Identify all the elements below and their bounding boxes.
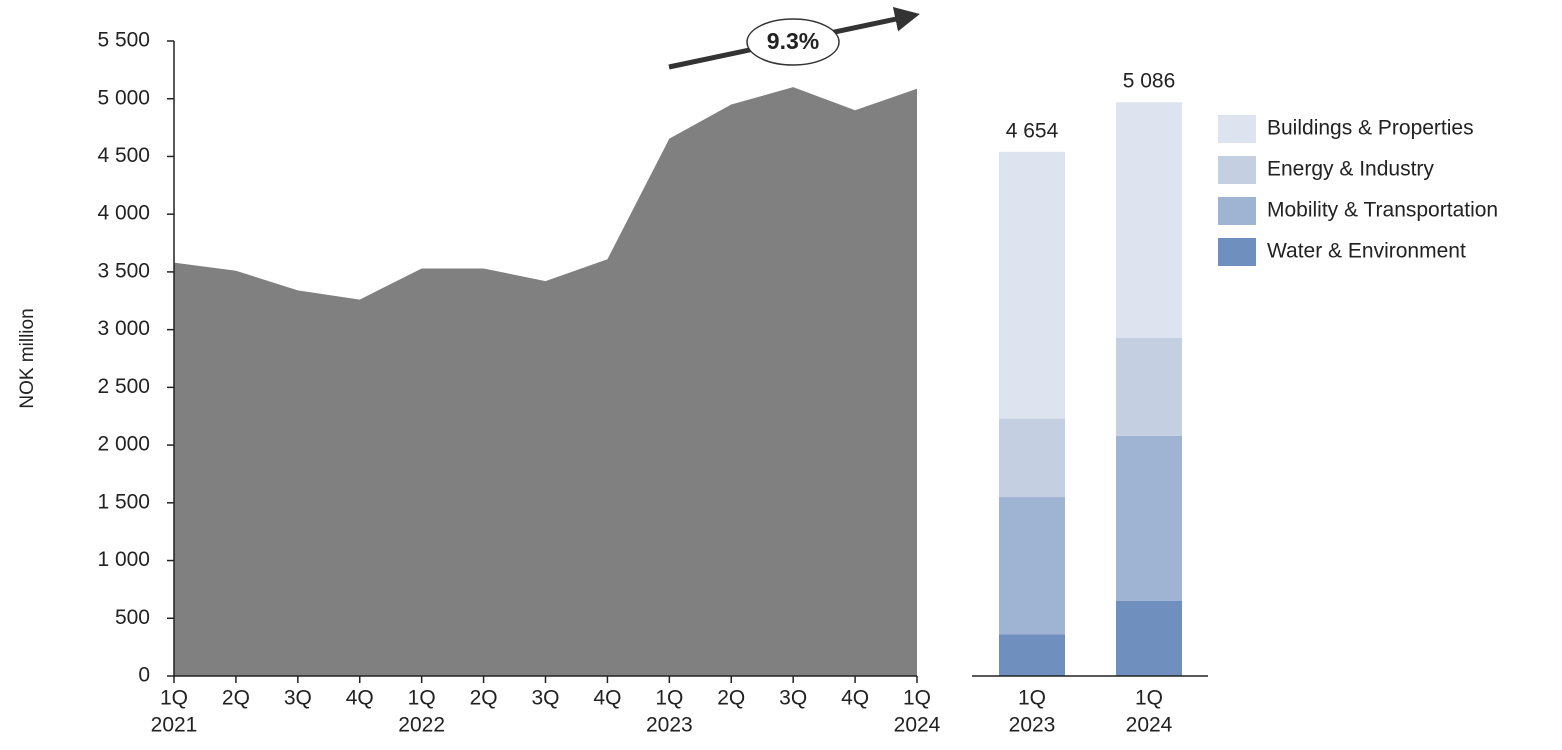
legend-label: Energy & Industry xyxy=(1267,158,1434,181)
bar-segment xyxy=(1116,337,1182,436)
x-tick-label: 3Q xyxy=(284,687,312,710)
y-tick-label: 5 500 xyxy=(97,29,150,52)
x-tick-label: 1Q xyxy=(1135,687,1163,710)
annotation: 9.3% xyxy=(767,28,819,54)
x-tick-label: 4Q xyxy=(593,687,621,710)
x-tick-label: 2Q xyxy=(470,687,498,710)
area xyxy=(174,87,917,676)
y-axis-label: NOK million xyxy=(17,308,38,408)
y-tick-label: 0 xyxy=(138,664,150,687)
y-tick-label: 1 500 xyxy=(97,490,150,513)
bar-segment xyxy=(999,497,1065,635)
legend-swatch xyxy=(1218,197,1256,225)
y-tick-label: 2 500 xyxy=(97,375,150,398)
legend-swatch xyxy=(1218,238,1256,266)
x-group-label: 2024 xyxy=(894,714,941,737)
x-tick-label: 2Q xyxy=(717,687,745,710)
bar-segment xyxy=(999,151,1065,419)
x-group-label: 2023 xyxy=(646,714,693,737)
x-group-label: 2023 xyxy=(1009,714,1056,737)
y-tick-label: 2 000 xyxy=(97,433,150,456)
y-tick-label: 5 000 xyxy=(97,86,150,109)
legend-label: Mobility & Transportation xyxy=(1267,199,1498,222)
x-group-label: 2022 xyxy=(398,714,445,737)
y-tick-label: 3 000 xyxy=(97,317,150,340)
annotation-bubble xyxy=(746,18,840,66)
legend-swatch xyxy=(1218,115,1256,143)
legend-swatch xyxy=(1218,156,1256,184)
total-label: 5 086 xyxy=(1123,70,1176,93)
x-tick-label: 4Q xyxy=(841,687,869,710)
x-tick-label: 3Q xyxy=(531,687,559,710)
bar-segment xyxy=(1116,102,1182,338)
bar-segment xyxy=(1116,600,1182,676)
x-tick-label: 1Q xyxy=(160,687,188,710)
x-group-label: 2021 xyxy=(151,714,198,737)
y-tick-label: 4 500 xyxy=(97,144,150,167)
x-tick-label: 4Q xyxy=(346,687,374,710)
bar-segment xyxy=(999,418,1065,498)
legend-label: Buildings & Properties xyxy=(1267,117,1474,140)
bar-segment xyxy=(1116,435,1182,601)
x-tick-label: 1Q xyxy=(408,687,436,710)
x-tick-label: 2Q xyxy=(222,687,250,710)
y-tick-label: 500 xyxy=(115,606,150,629)
y-tick-label: 4 000 xyxy=(97,202,150,225)
x-tick-label: 1Q xyxy=(1018,687,1046,710)
x-group-label: 2024 xyxy=(1126,714,1173,737)
y-tick-label: 3 500 xyxy=(97,259,150,282)
y-tick-label: 1 000 xyxy=(97,548,150,571)
x-tick-label: 1Q xyxy=(655,687,683,710)
total-label: 4 654 xyxy=(1006,119,1059,142)
bar-segment xyxy=(999,634,1065,676)
x-tick-label: 1Q xyxy=(903,687,931,710)
legend-label: Water & Environment xyxy=(1267,240,1466,263)
x-tick-label: 3Q xyxy=(779,687,807,710)
